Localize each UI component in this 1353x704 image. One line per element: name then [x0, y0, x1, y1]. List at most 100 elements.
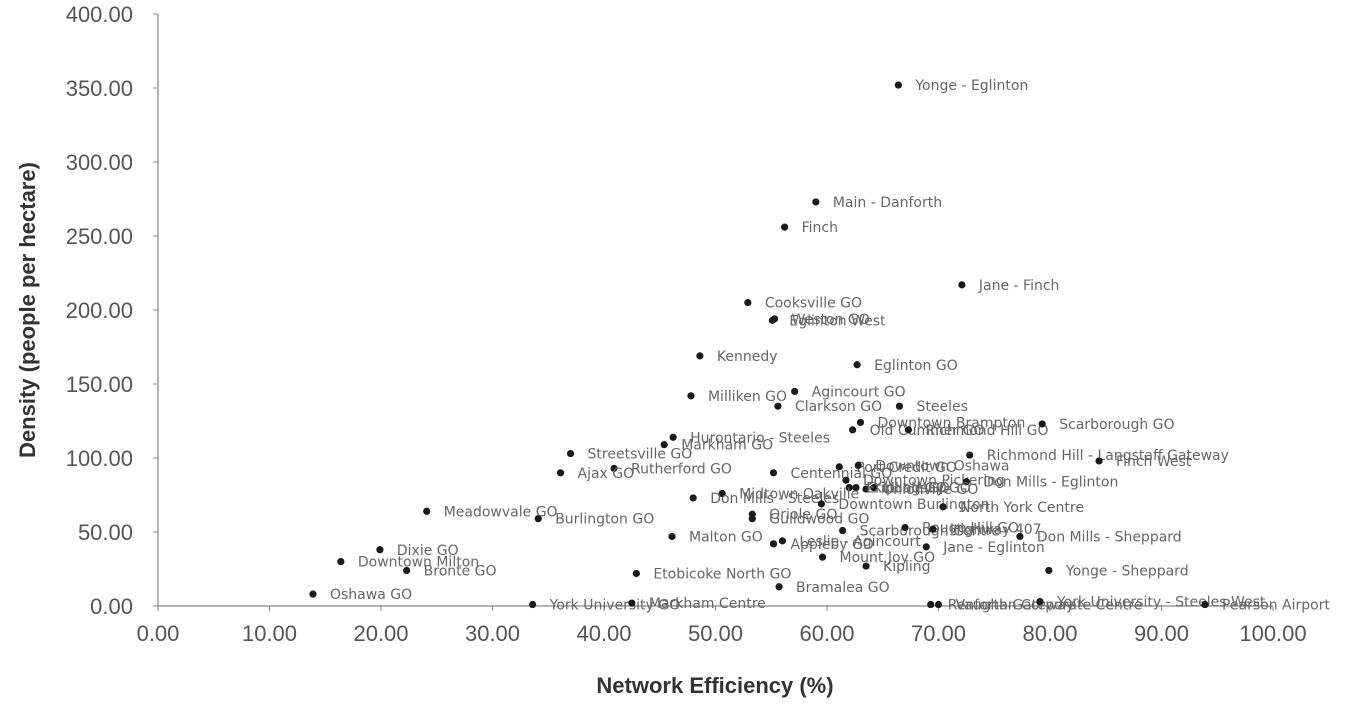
point-label: Port Credit GO — [856, 460, 957, 476]
point-label: Streetsville GO — [588, 447, 693, 463]
point-label: Appleby GO — [790, 537, 873, 553]
point-label: Kipling GO — [873, 481, 947, 497]
x-tick-label: 60.00 — [799, 621, 854, 646]
point-marker — [870, 484, 878, 492]
scatter-point: Streetsville GO — [566, 447, 693, 463]
point-label: Dixie GO — [397, 543, 459, 559]
scatter-point: Kennedy — [696, 349, 778, 365]
point-label: Eglinton West — [789, 313, 886, 329]
scatter-point: Downtown Pickering — [842, 473, 1005, 489]
point-label: York University GO — [549, 598, 681, 614]
scatter-point: Etobicoke North GO — [632, 566, 791, 582]
scatter-point: Eglinton GO — [853, 358, 958, 374]
scatter-point: Pearson Airport — [1201, 598, 1330, 614]
point-label: Ajax GO — [578, 466, 635, 482]
x-tick-label: 20.00 — [353, 621, 408, 646]
point-marker — [818, 553, 827, 561]
point-label: North York Centre — [960, 500, 1084, 516]
scatter-point: Eglinton West — [768, 313, 886, 329]
x-tick-label: 40.00 — [576, 621, 631, 646]
scatter-point: Rouge Hill GO — [901, 521, 1019, 537]
point-marker — [922, 543, 930, 551]
point-marker — [775, 583, 783, 591]
scatter-point: Malton GO — [668, 529, 763, 545]
scatter-point: Meadowvale GO — [423, 504, 558, 520]
point-label: Jane - Eglinton — [942, 540, 1044, 556]
point-marker — [929, 525, 937, 533]
scatter-point: Markham Centre — [628, 596, 766, 612]
point-label: Scarborough Centre — [860, 524, 1000, 540]
point-label: Main - Danforth — [833, 195, 942, 211]
scatter-point: Finch West — [1095, 454, 1192, 470]
x-tick-label: 50.00 — [688, 621, 743, 646]
point-marker — [904, 426, 912, 434]
point-label: Yonge - Sheppard — [1065, 563, 1189, 579]
point-label: Downtown Oshawa — [875, 458, 1009, 474]
point-label: Eglinton GO — [874, 358, 958, 374]
point-label: Don Mills - Steeles — [710, 491, 839, 507]
y-tick-label: 0.00 — [90, 594, 133, 619]
point-marker — [1016, 532, 1024, 541]
scatter-point: Milliken GO — [687, 389, 787, 405]
point-marker — [781, 223, 789, 231]
point-marker — [403, 566, 411, 575]
scatter-point: Midtown Oakville — [718, 487, 859, 503]
point-marker — [768, 316, 776, 324]
axes — [157, 14, 1273, 607]
scatter-point: Downtown Brampton — [856, 415, 1025, 431]
point-marker — [835, 463, 843, 471]
point-marker — [1038, 420, 1046, 428]
point-marker — [337, 558, 345, 566]
point-label: Downtown Brampton — [877, 415, 1025, 431]
point-marker — [687, 392, 695, 400]
point-label: Leslie - Agincourt — [799, 534, 921, 550]
point-label: Unionville GO — [883, 482, 978, 498]
point-label: Hurontario - Steeles — [690, 430, 830, 446]
x-tick-label: 80.00 — [1022, 621, 1077, 646]
data-points: Yonge - Eglinton Main - Danforth Finch Jane… — [309, 78, 1330, 614]
point-label: Bronte GO — [424, 563, 497, 579]
y-tick-label: 350.00 — [66, 76, 133, 101]
point-marker — [839, 526, 847, 535]
point-marker — [778, 537, 787, 545]
scatter-point: Erindale GO — [845, 481, 950, 497]
point-label: Burlington GO — [555, 512, 654, 528]
scatter-point: Clarkson GO — [774, 399, 882, 415]
scatter-point: Bronte GO — [403, 563, 497, 579]
x-tick-label: 10.00 — [242, 621, 297, 646]
scatter-point: Vaughan Corporate Centre — [934, 598, 1143, 614]
y-tick-label: 200.00 — [66, 298, 133, 323]
point-label: Vaughan Corporate Centre — [956, 598, 1143, 614]
scatter-point: Appleby GO — [769, 537, 874, 553]
point-label: Finch — [802, 220, 838, 236]
scatter-point: Main - Danforth — [812, 195, 942, 211]
point-marker — [660, 441, 668, 449]
point-label: Downtown Milton — [358, 555, 479, 571]
point-label: Malton GO — [689, 529, 763, 545]
point-marker — [632, 569, 640, 578]
point-marker — [610, 464, 618, 472]
y-tick-label: 400.00 — [66, 2, 133, 27]
scatter-point: Mount Joy GO — [818, 550, 935, 566]
scatter-point: Yonge - Eglinton — [894, 78, 1028, 94]
scatter-point: Kipling — [862, 559, 931, 575]
point-marker — [862, 562, 870, 570]
scatter-point: Finch — [781, 220, 838, 236]
point-label: Kipling — [883, 559, 931, 575]
point-marker — [854, 461, 862, 469]
point-label: Highway 407 — [950, 522, 1042, 538]
y-tick-label: 50.00 — [78, 520, 133, 545]
scatter-point: Lindsay GO — [870, 481, 971, 497]
scatter-point: Hurontario - Steeles — [669, 430, 830, 446]
point-label: Steeles — [916, 399, 967, 415]
point-marker — [769, 540, 778, 548]
point-marker — [812, 198, 820, 206]
point-label: Cooksville GO — [765, 296, 862, 312]
scatter-point: Cooksville GO — [744, 296, 862, 312]
point-label: Don Mills - Sheppard — [1037, 529, 1182, 545]
scatter-point: Steeles — [895, 399, 968, 415]
y-tick-label: 150.00 — [66, 372, 133, 397]
point-label: Rutherford GO — [631, 461, 732, 477]
point-label: Guildwood GO — [769, 512, 869, 528]
point-marker — [376, 546, 384, 554]
